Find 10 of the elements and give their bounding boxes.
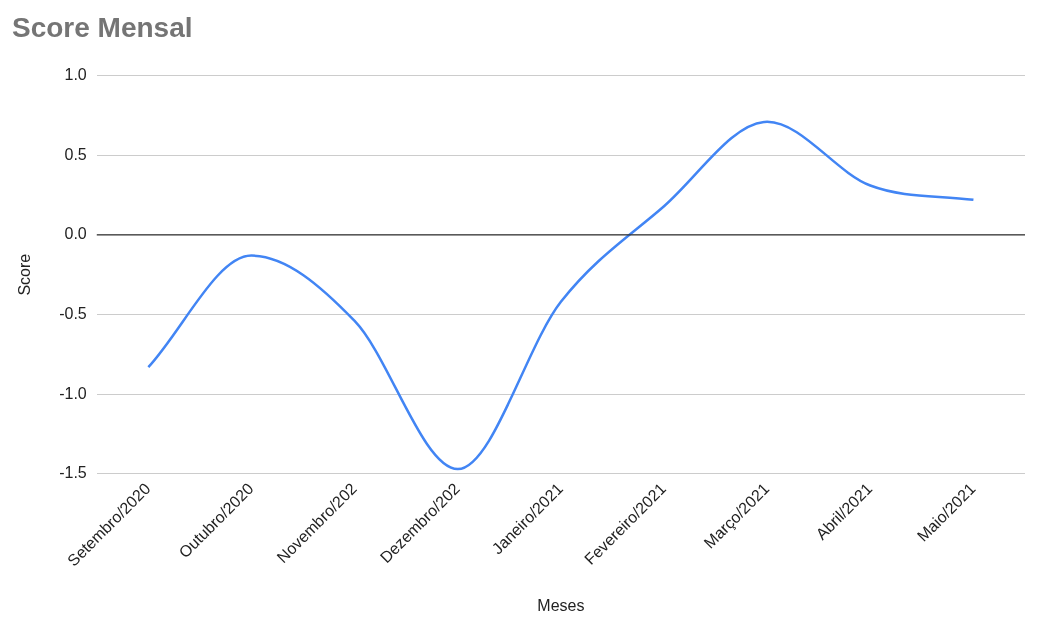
- y-axis-title: Score: [16, 253, 34, 296]
- chart-title: Score Mensal: [12, 11, 193, 43]
- line-series: [147, 120, 975, 471]
- y-tick-label: 0.5: [64, 145, 87, 163]
- y-tick-label: -1.5: [59, 464, 87, 482]
- y-tick-label: -1.0: [59, 384, 87, 402]
- y-tick-label: -0.5: [59, 304, 87, 322]
- y-tick-label: 0.0: [64, 225, 87, 243]
- x-axis-title: Meses: [537, 596, 585, 614]
- y-tick-label: 1.0: [64, 66, 87, 84]
